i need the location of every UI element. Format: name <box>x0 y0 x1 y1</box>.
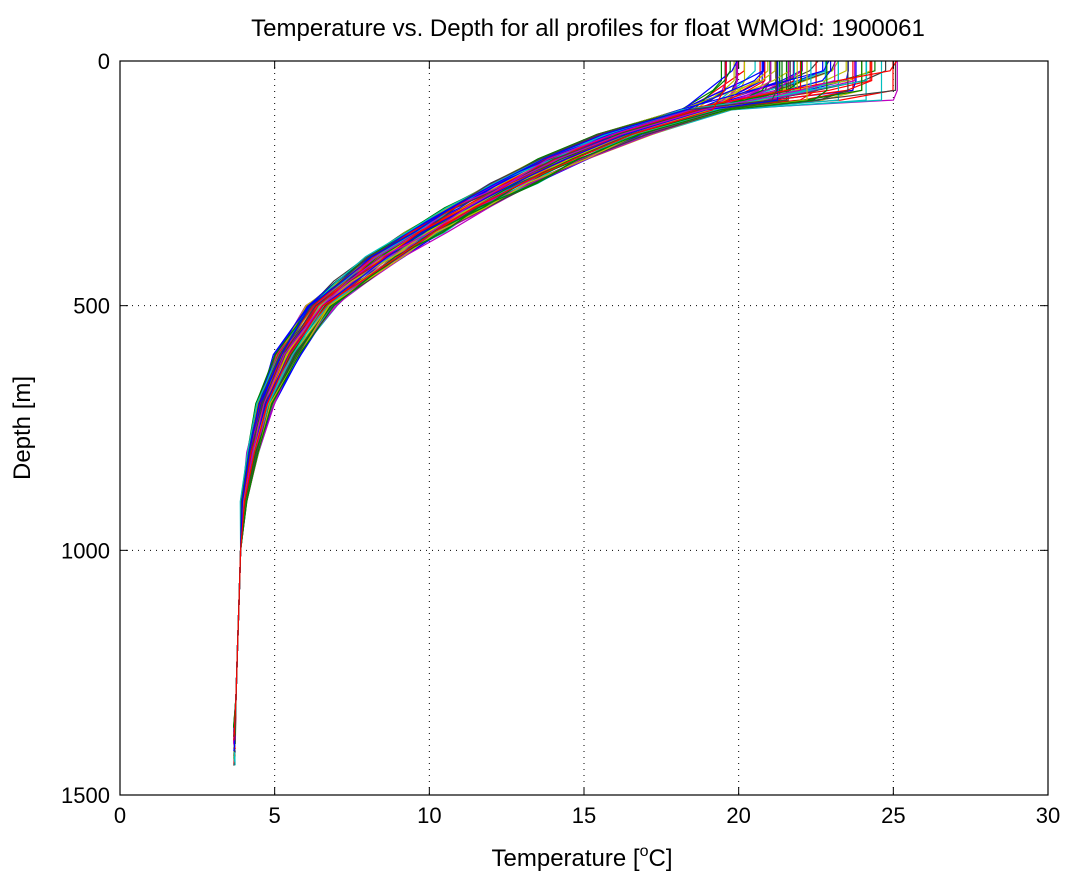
x-axis-title: Temperature [oC] <box>492 843 673 872</box>
x-tick-label: 15 <box>572 803 596 828</box>
profile-line-48 <box>233 61 791 749</box>
profile-line-30 <box>233 61 771 737</box>
profile-line-39 <box>234 61 795 738</box>
profile-line-56 <box>234 61 791 743</box>
profile-line-22 <box>233 61 802 740</box>
profile-line-62 <box>233 61 776 730</box>
profile-line-74 <box>233 61 812 741</box>
profile-line-42 <box>233 61 726 760</box>
profile-line-40 <box>233 61 727 728</box>
profile-line-49 <box>233 61 789 747</box>
profile-line-15 <box>233 61 794 753</box>
y-axis-title: Depth [m] <box>9 376 36 480</box>
y-tick-label: 1500 <box>61 783 110 808</box>
profile-line-3 <box>233 60 745 756</box>
profile-line-33 <box>234 61 765 739</box>
y-tick-label: 500 <box>73 294 110 319</box>
profile-line-28 <box>233 61 737 766</box>
x-tick-label: 25 <box>881 803 905 828</box>
x-tick-label: 20 <box>726 803 750 828</box>
profile-line-69 <box>234 61 798 739</box>
profile-line-78 <box>233 61 765 752</box>
profile-line-11 <box>234 61 756 732</box>
x-tick-label: 10 <box>417 803 441 828</box>
profile-line-36 <box>233 61 763 749</box>
profile-line-55 <box>233 61 769 757</box>
profile-line-65 <box>233 61 783 744</box>
profile-line-14 <box>233 60 819 744</box>
profile-line-47 <box>234 61 738 728</box>
x-tick-label: 30 <box>1036 803 1060 828</box>
x-tick-label: 0 <box>114 803 126 828</box>
profile-line-37 <box>233 61 781 750</box>
x-axis-tick-labels: 0 5 10 15 20 25 30 <box>114 803 1060 828</box>
chart-title: Temperature vs. Depth for all profiles f… <box>251 15 925 42</box>
profile-line-50 <box>234 60 738 742</box>
grid-lines <box>120 61 1048 795</box>
profile-line-21 <box>234 61 777 732</box>
profile-line-41 <box>233 61 746 744</box>
profile-line-10 <box>233 61 761 765</box>
profile-line-9 <box>234 61 771 745</box>
profile-line-71 <box>233 61 779 750</box>
profile-line-32 <box>234 61 780 740</box>
profile-line-34 <box>233 61 735 759</box>
y-tick-label: 1000 <box>61 538 110 563</box>
profile-line-43 <box>234 61 764 738</box>
profile-line-2 <box>233 61 778 740</box>
profile-line-26 <box>233 61 803 738</box>
profile-line-19 <box>233 61 739 752</box>
axis-ticks <box>119 60 1049 796</box>
x-axis-title-main: Temperature [ <box>492 845 640 872</box>
profile-line-58 <box>233 61 803 728</box>
profile-line-51 <box>233 61 731 760</box>
profile-line-18 <box>233 61 827 733</box>
x-axis-title-superscript: o <box>640 843 649 860</box>
y-axis-tick-labels: 0 500 1000 1500 <box>61 49 110 808</box>
x-tick-label: 5 <box>269 803 281 828</box>
y-tick-label: 0 <box>98 49 110 74</box>
profile-line-25 <box>234 61 826 737</box>
profile-line-23 <box>234 61 722 727</box>
profile-line-68 <box>233 61 772 735</box>
profile-line-17 <box>234 61 795 743</box>
profile-line-77 <box>233 61 778 738</box>
profile-line-76 <box>232 61 808 749</box>
profile-lines <box>232 60 898 766</box>
profile-line-44 <box>233 61 788 742</box>
profile-line-1 <box>233 61 824 741</box>
x-axis-title-suffix: C] <box>648 845 672 872</box>
profile-line-12 <box>233 61 803 743</box>
profile-line-59 <box>233 61 766 746</box>
profile-line-52 <box>234 61 802 739</box>
profile-line-61 <box>233 61 790 743</box>
profile-line-80 <box>233 61 727 741</box>
